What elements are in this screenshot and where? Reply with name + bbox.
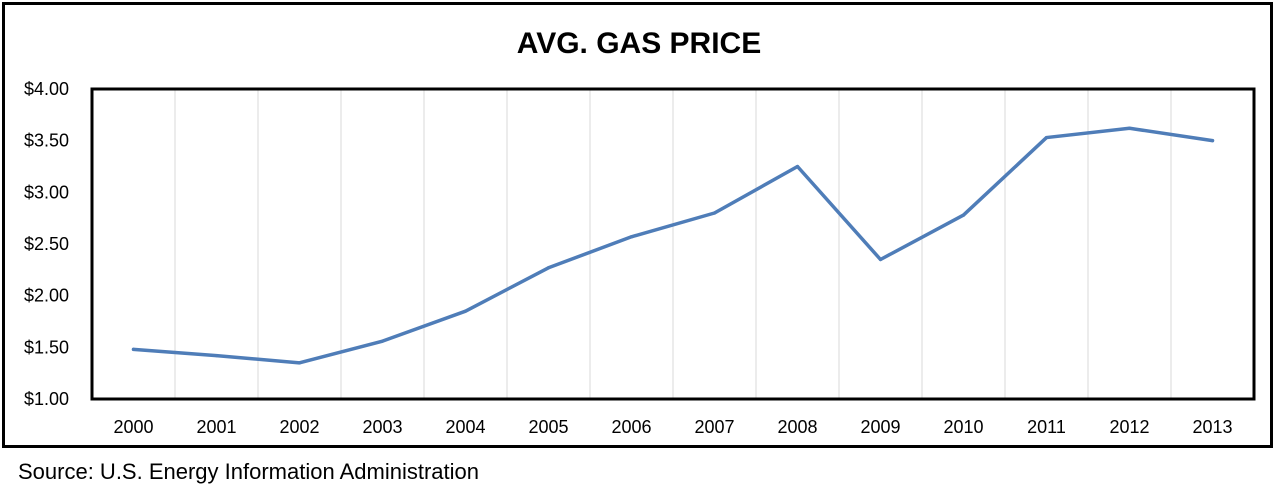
grid-lines [174,89,1172,399]
data-point [297,361,302,365]
x-tick-label: 2010 [943,417,983,437]
y-tick-label: $2.50 [24,234,69,254]
series-line [131,126,1215,365]
y-tick-label: $3.50 [24,131,69,151]
source-note: Source: U.S. Energy Information Administ… [18,459,479,484]
x-tick-label: 2011 [1027,417,1066,437]
x-tick-label: 2008 [777,417,817,437]
x-tick-label: 2006 [611,417,651,437]
x-tick-label: 2004 [445,417,485,437]
data-point [131,347,136,351]
y-tick-label: $3.00 [24,182,69,202]
series-layer [131,126,1215,365]
data-point [878,257,883,262]
x-tick-label: 2007 [694,417,734,437]
data-point [1044,135,1049,140]
data-point [463,309,468,313]
x-tick-label: 2003 [362,417,402,437]
data-point [380,339,385,343]
x-axis-ticks: 2000 2001 2002 2003 2004 2005 2006 2007 2008 2009… [113,417,1232,437]
x-tick-label: 2002 [279,417,319,437]
data-point [961,213,966,217]
plot-area-border [90,87,1256,401]
chart-title: AVG. GAS PRICE [517,27,761,60]
x-tick-label: 2000 [113,417,153,437]
x-tick-label: 2013 [1192,417,1232,437]
data-point [795,164,800,169]
y-tick-label: $1.50 [24,337,69,357]
chart-container [2,2,1273,448]
data-point [1210,139,1215,143]
y-axis-ticks: $1.00 $1.50 $2.00 $2.50 $3.00 $3.50 $4.00 [24,79,69,409]
x-tick-label: 2009 [860,417,900,437]
x-tick-label: 2012 [1109,417,1149,437]
y-tick-label: $4.00 [24,79,69,99]
data-point [712,211,717,215]
data-point [629,235,634,239]
y-tick-label: $2.00 [24,286,69,306]
data-point [1127,126,1132,130]
y-tick-label: $1.00 [24,389,69,409]
data-point [546,266,551,270]
data-point [214,354,219,358]
x-tick-label: 2005 [528,417,568,437]
x-tick-label: 2001 [196,417,236,437]
